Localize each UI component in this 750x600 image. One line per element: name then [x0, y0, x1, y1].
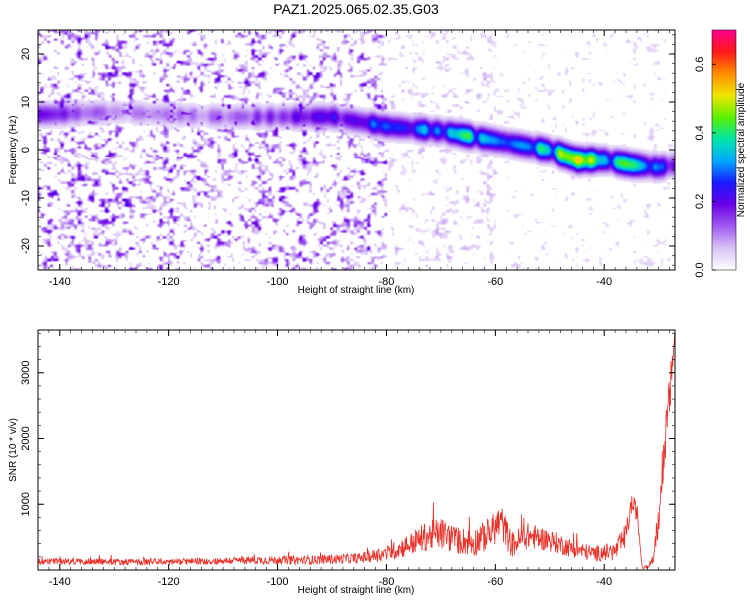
colorbar-frame	[711, 29, 737, 271]
snr-y-tick-label: 3000	[20, 360, 32, 384]
spectrogram-x-tick-label: -80	[378, 276, 394, 288]
snr-x-tick-label: -80	[378, 576, 394, 588]
spectrogram-y-ticks: -20 -10 0 10 20	[20, 34, 675, 266]
snr-x-tick-label: -120	[158, 576, 180, 588]
colorbar-tick-label: 0.4	[694, 125, 706, 140]
spectrogram-x-tick-label: -60	[487, 276, 503, 288]
chart-title: PAZ1.2025.065.02.35.G03	[273, 1, 439, 17]
snr-x-axis-label: Height of straight line (km)	[298, 585, 415, 596]
snr-y-tick-label: 1000	[20, 492, 32, 516]
snr-series-line	[38, 330, 675, 570]
snr-x-ticks: -140 -120 -100 -80 -60 -40	[37, 330, 670, 588]
snr-y-ticks: 1000 2000 3000	[20, 332, 675, 571]
spectrogram-x-tick-label: -40	[596, 276, 612, 288]
colorbar-gradient	[712, 30, 736, 270]
spectrogram-y-axis-label: Frequency (Hz)	[8, 116, 19, 185]
snr-y-axis-label: SNR (10 * v/v)	[8, 418, 19, 482]
snr-x-tick-label: -100	[267, 576, 289, 588]
spectrogram-y-tick-label: -20	[20, 238, 32, 254]
spectrogram-y-tick-label: -10	[20, 190, 32, 206]
snr-panel: -140 -120 -100 -80 -60 -40 1000 2000 3000 Heigh…	[8, 329, 676, 596]
colorbar: 0.0 0.2 0.4 0.6 Normalized spectral amplitu…	[694, 29, 747, 278]
colorbar-ticks: 0.0 0.2 0.4 0.6	[694, 57, 716, 278]
colorbar-tick-label: 0.0	[694, 262, 706, 277]
colorbar-tick-label: 0.6	[694, 57, 706, 72]
spectrogram-y-tick-label: 0	[20, 147, 32, 153]
spectrogram-x-ticks: -140 -120 -100 -80 -60 -40	[37, 30, 670, 288]
spectrogram-x-axis-label: Height of straight line (km)	[298, 285, 415, 296]
snr-x-tick-label: -140	[49, 576, 71, 588]
snr-frame	[37, 329, 676, 571]
spectrogram-y-tick-label: 10	[20, 96, 32, 108]
snr-x-tick-label: -40	[596, 576, 612, 588]
spectrogram-heatmap	[38, 30, 675, 270]
spectrogram-x-tick-label: -140	[49, 276, 71, 288]
colorbar-tick-label: 0.2	[694, 194, 706, 209]
spectrogram-x-tick-label: -100	[267, 276, 289, 288]
snr-y-tick-label: 2000	[20, 426, 32, 450]
snr-x-tick-label: -60	[487, 576, 503, 588]
spectrogram-x-tick-label: -120	[158, 276, 180, 288]
colorbar-label: Normalized spectral amplitude	[736, 82, 747, 217]
spectrogram-y-tick-label: 20	[20, 48, 32, 60]
